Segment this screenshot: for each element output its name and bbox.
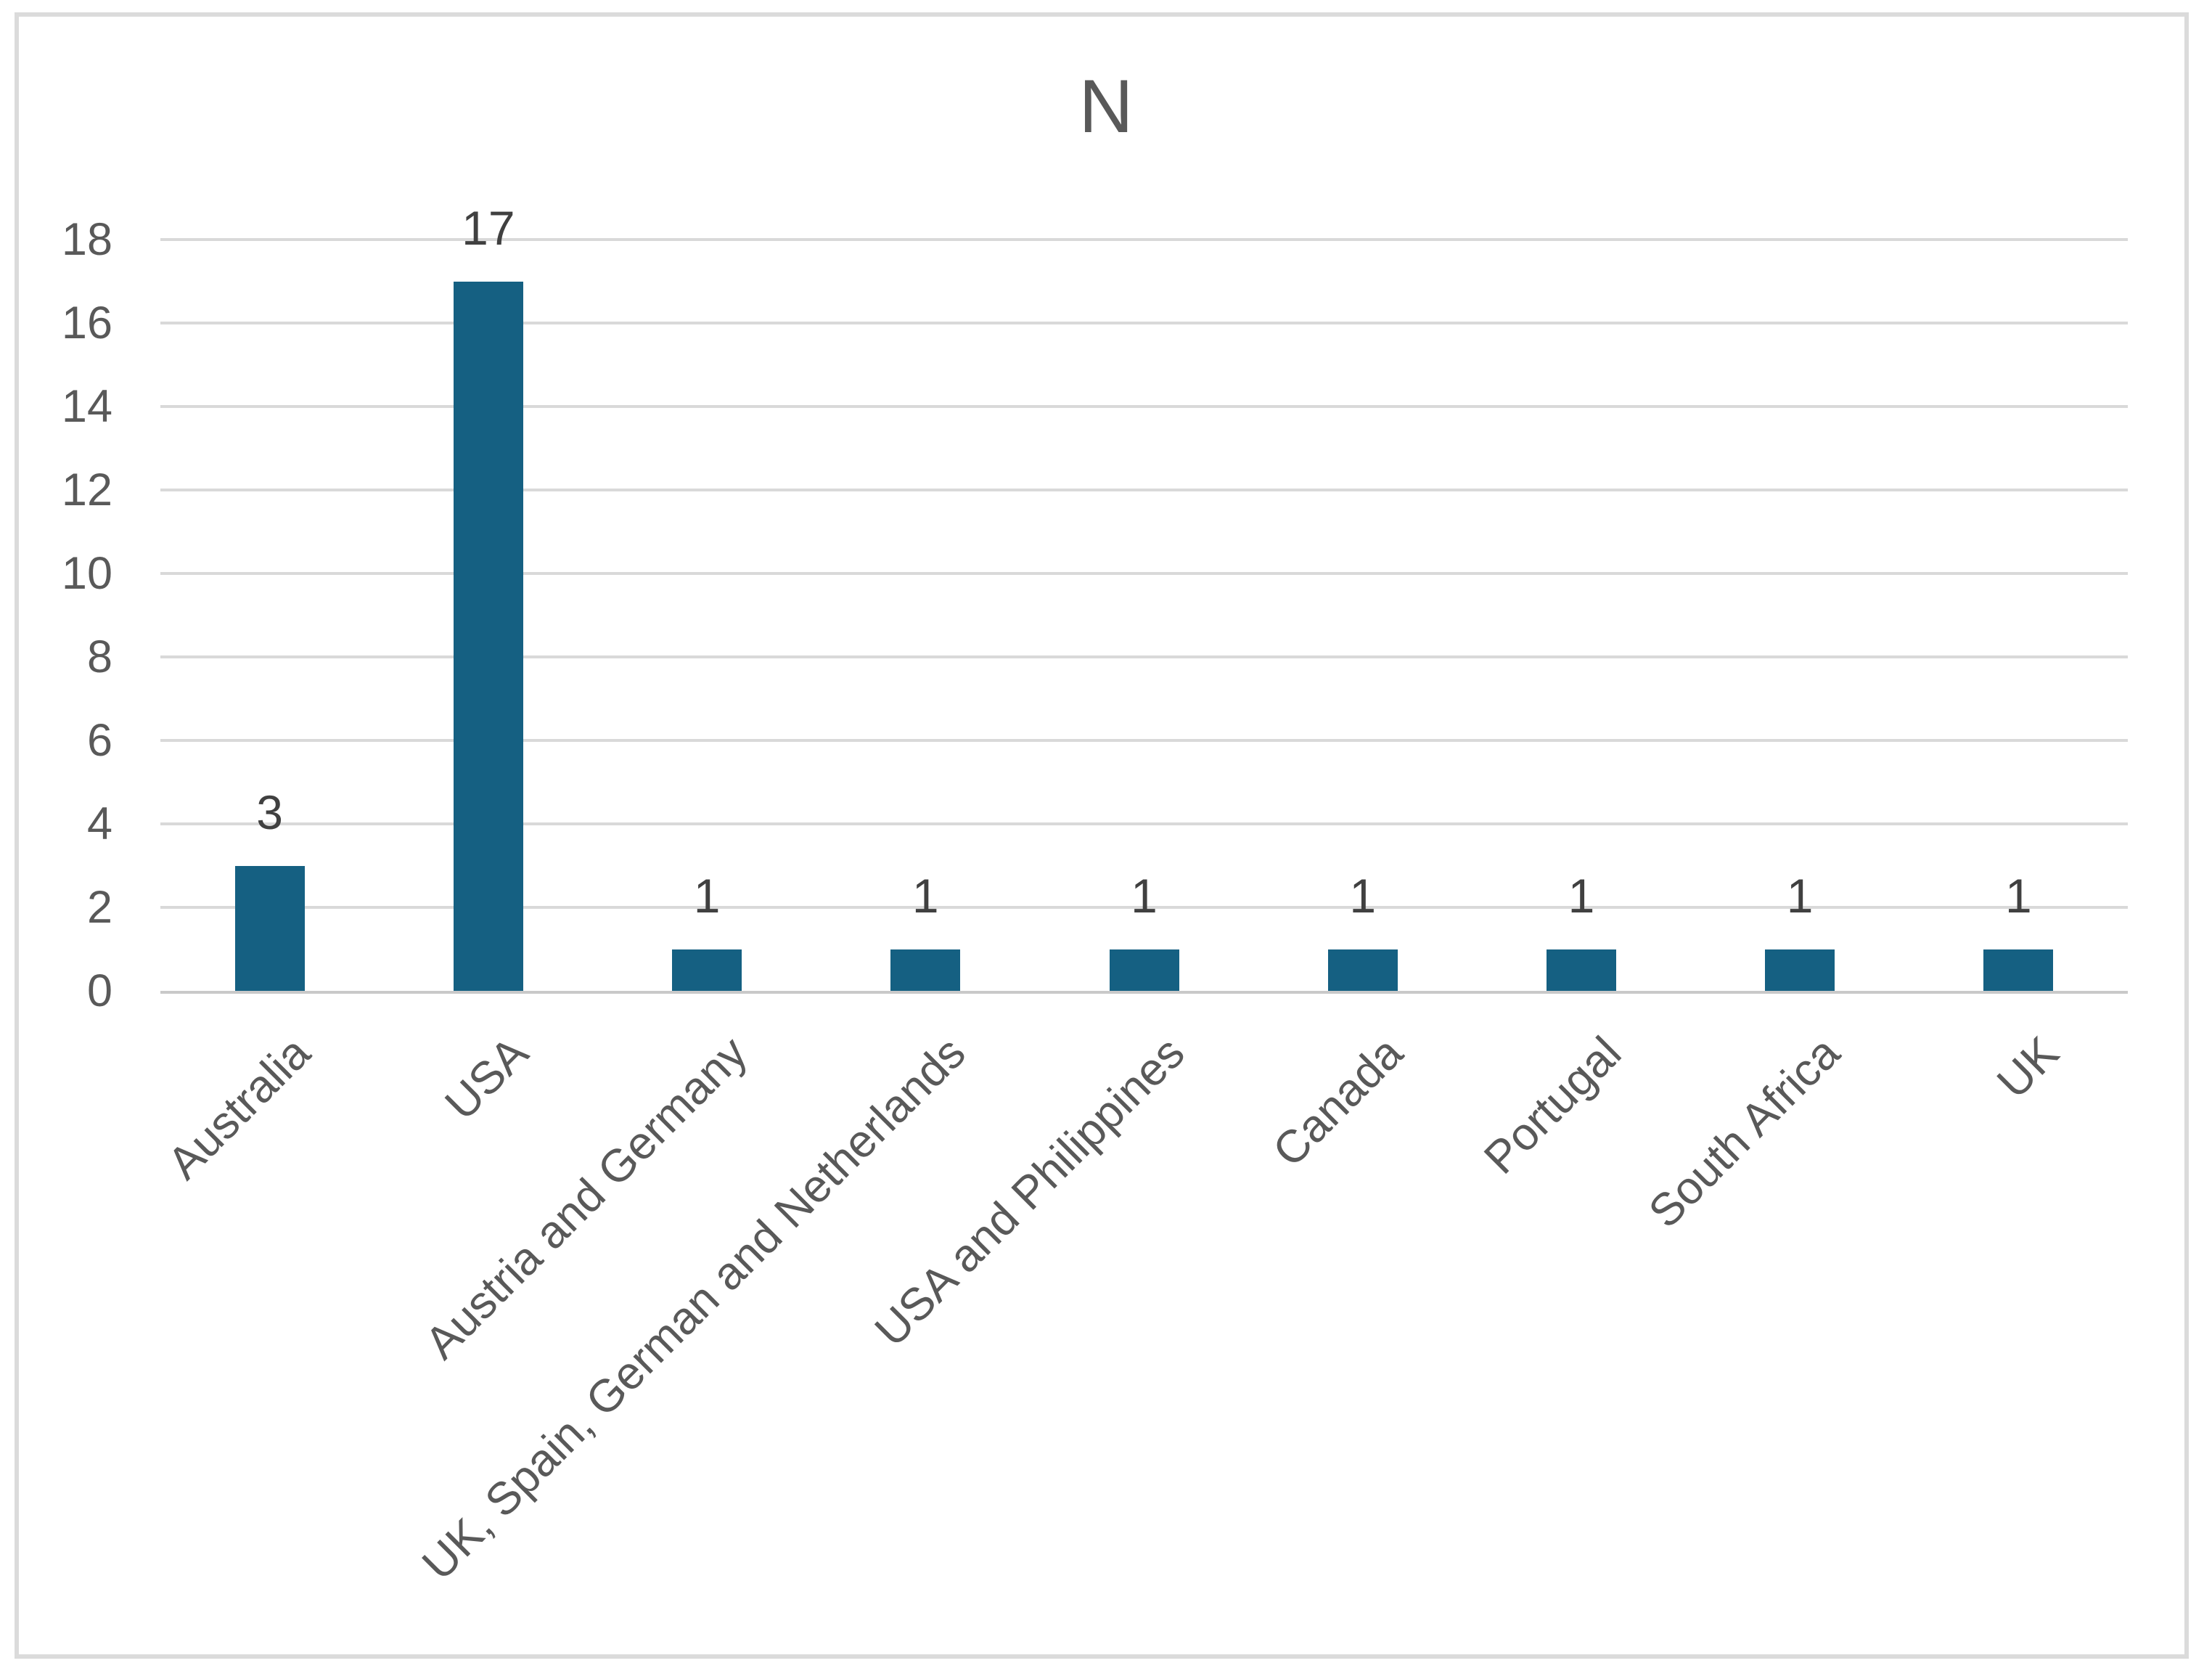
gridline	[160, 655, 2128, 658]
y-axis-tick-label: 16	[61, 297, 112, 348]
gridline	[160, 572, 2128, 575]
y-axis-tick-label: 6	[86, 714, 112, 766]
bar-value-label: 1	[693, 868, 721, 923]
bar-value-label: 17	[462, 200, 515, 255]
bar	[234, 865, 305, 991]
gridline	[160, 322, 2128, 324]
bar	[1327, 949, 1398, 991]
y-axis-tick-label: 8	[86, 631, 112, 682]
y-axis-tick-label: 2	[86, 881, 112, 933]
bar-value-label: 1	[1786, 868, 1814, 923]
y-axis-tick-label: 18	[61, 213, 112, 265]
bar	[1546, 949, 1616, 991]
bar	[1109, 949, 1179, 991]
x-axis-line	[160, 991, 2128, 994]
gridline	[160, 822, 2128, 825]
y-axis-tick-label: 0	[86, 965, 112, 1016]
gridline	[160, 405, 2128, 408]
y-axis-tick-label: 14	[61, 380, 112, 432]
gridline	[160, 906, 2128, 909]
bar-value-label: 1	[1349, 868, 1377, 923]
bar-value-label: 3	[256, 785, 283, 839]
y-axis-tick-label: 10	[61, 547, 112, 599]
bar-value-label: 1	[912, 868, 939, 923]
y-axis-tick-label: 12	[61, 464, 112, 515]
chart-title: N	[1078, 65, 1134, 149]
chart-frame	[15, 12, 2189, 1659]
gridline	[160, 238, 2128, 241]
bar-value-label: 1	[1568, 868, 1595, 923]
bar	[890, 949, 961, 991]
bar	[1765, 949, 1835, 991]
bar	[453, 281, 523, 991]
gridline	[160, 489, 2128, 491]
y-axis-tick-label: 4	[86, 798, 112, 849]
bar-value-label: 1	[2005, 868, 2032, 923]
gridline	[160, 739, 2128, 742]
bar-value-label: 1	[1131, 868, 1158, 923]
bar	[1983, 949, 2054, 991]
bar	[672, 949, 742, 991]
